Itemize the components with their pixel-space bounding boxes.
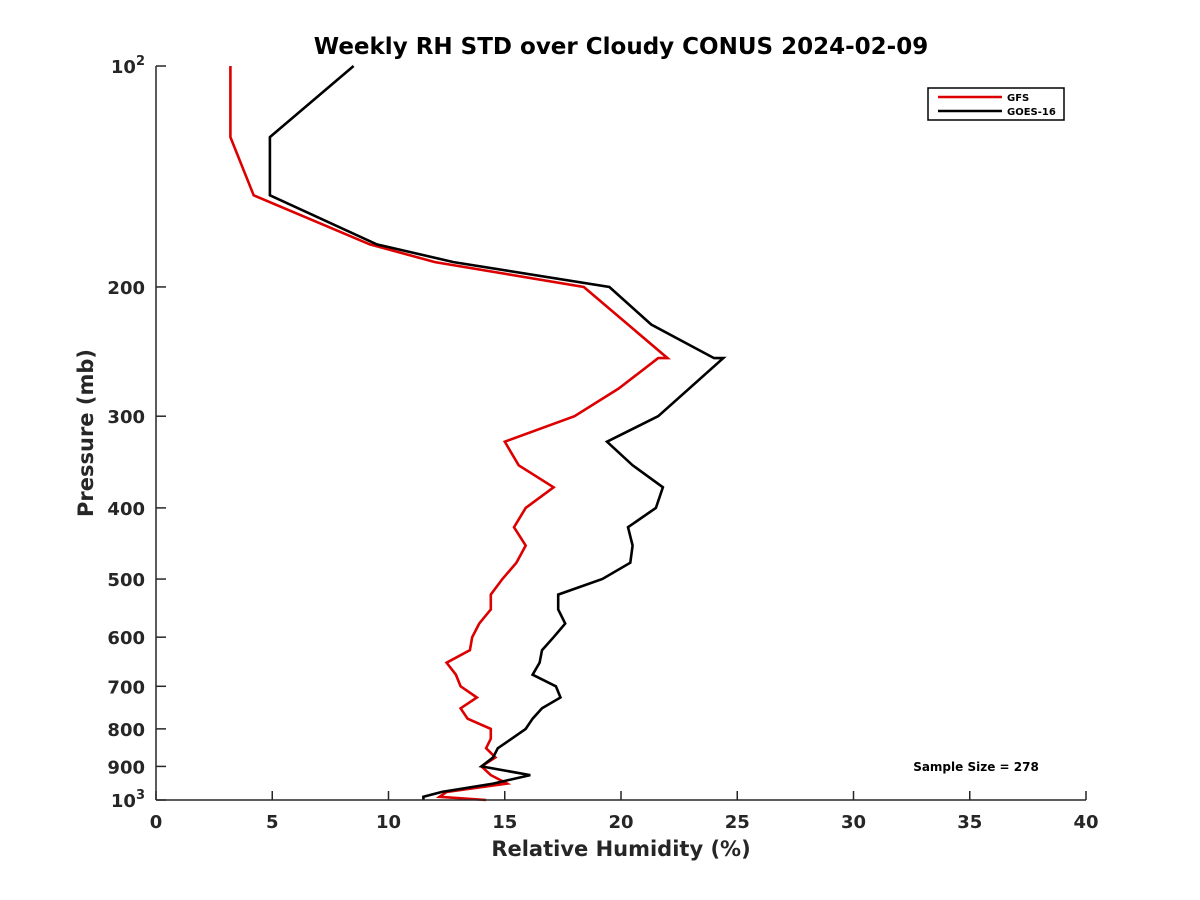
legend-label-goes-16: GOES-16 (1007, 107, 1056, 118)
series-line-goes-16 (268, 65, 727, 800)
legend-label-gfs: GFS (1007, 93, 1029, 104)
y-tick-label: 700 (107, 677, 145, 698)
legend: GFS GOES-16 (927, 87, 1065, 121)
y-tick-label: 900 (107, 757, 145, 778)
y-tick-label: 500 (107, 570, 145, 591)
y-tick-label: 103 (111, 788, 145, 812)
y-tick-label: 800 (107, 720, 145, 741)
x-tick-label: 30 (841, 812, 866, 833)
y-ticks: 102 200 300 400 500 600 700 800 900 103 (107, 54, 166, 812)
series-layer (229, 65, 727, 802)
x-ticks: 0 5 10 15 20 25 30 35 40 (150, 791, 1099, 833)
y-axis-label: Pressure (mb) (74, 349, 98, 517)
x-tick-label: 40 (1073, 812, 1098, 833)
chart-title: Weekly RH STD over Cloudy CONUS 2024-02-… (314, 34, 928, 60)
x-axis-label: Relative Humidity (%) (491, 837, 750, 861)
y-tick-label: 102 (111, 54, 145, 78)
y-tick-label: 300 (107, 407, 145, 428)
legend-box (927, 87, 1065, 121)
y-tick-label: 400 (107, 499, 145, 520)
legend-items: GFS GOES-16 (938, 93, 1056, 118)
x-tick-label: 5 (266, 812, 279, 833)
series-line-gfs (229, 66, 672, 802)
x-tick-label: 25 (725, 812, 750, 833)
x-tick-label: 0 (150, 812, 163, 833)
x-tick-label: 15 (492, 812, 517, 833)
y-tick-label: 200 (107, 278, 145, 299)
x-tick-label: 20 (608, 812, 633, 833)
axes (155, 66, 1086, 801)
y-tick-label: 600 (107, 628, 145, 649)
x-tick-label: 10 (376, 812, 401, 833)
x-tick-label: 35 (957, 812, 982, 833)
sample-size-annotation: Sample Size = 278 (913, 760, 1039, 774)
